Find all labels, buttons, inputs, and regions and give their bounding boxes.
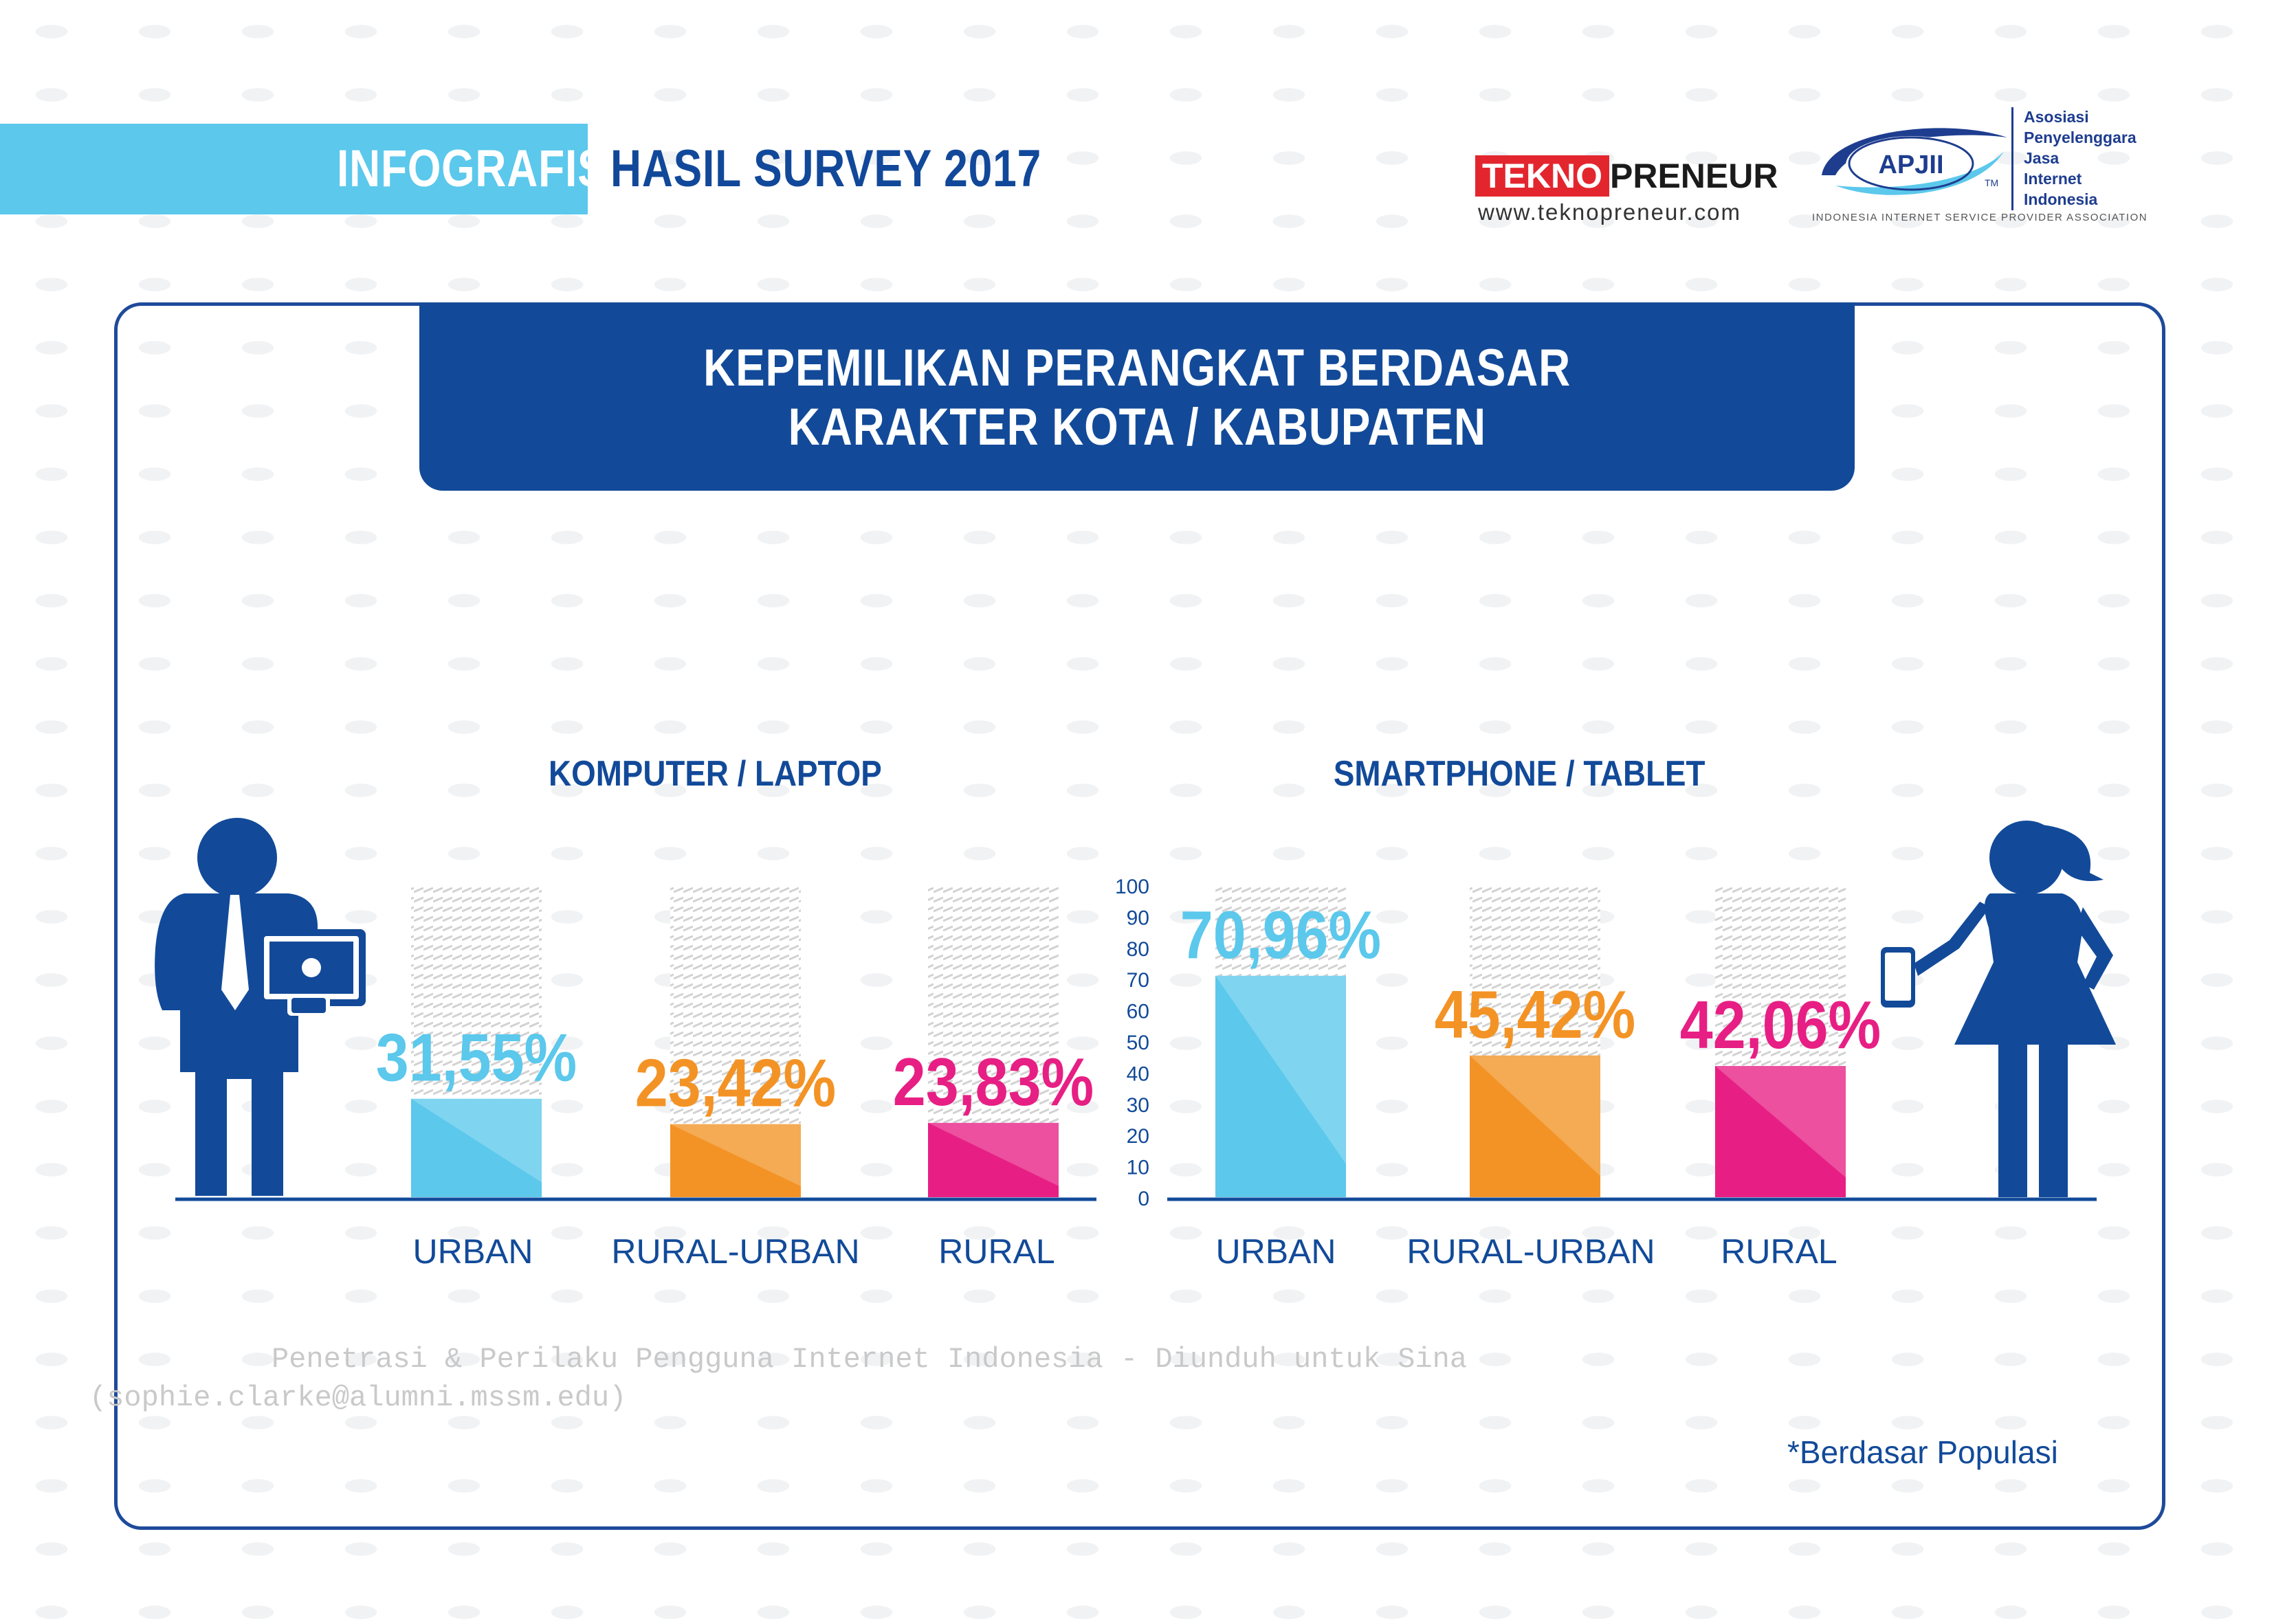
y-axis-tick-label: 60 xyxy=(1127,1001,1149,1023)
y-axis-tick-label: 30 xyxy=(1127,1094,1149,1117)
woman-with-phone-icon xyxy=(1881,821,2116,1197)
y-axis-tick-label: 90 xyxy=(1127,906,1149,929)
category-label: RURAL xyxy=(938,1232,1055,1271)
bar-highlight xyxy=(1715,1066,1846,1178)
bar-highlight xyxy=(1470,1055,1600,1177)
y-axis-tick-label: 10 xyxy=(1127,1157,1149,1179)
header-accent-bar xyxy=(0,124,588,214)
y-axis-tick-label: 0 xyxy=(1138,1188,1149,1210)
category-label: RURAL xyxy=(1721,1232,1837,1271)
bar xyxy=(1215,975,1346,1197)
bar-highlight xyxy=(928,1122,1059,1186)
apjii-name-line: Penyelenggara xyxy=(2024,129,2137,146)
chart-title-komputer: KOMPUTER / LAPTOP xyxy=(548,754,882,794)
teknopreneur-url: www.teknopreneur.com xyxy=(1478,199,1742,225)
teknopreneur-logo-red: TEKNO xyxy=(1475,155,1609,197)
apjii-logo: APJII xyxy=(1822,128,2007,195)
bar-value-label: 45,42% xyxy=(1435,977,1635,1052)
y-axis-tick-label: 40 xyxy=(1127,1063,1149,1085)
bar xyxy=(928,1122,1059,1197)
chart-title-smartphone: SMARTPHONE / TABLET xyxy=(1333,754,1706,794)
man-with-laptop-icon xyxy=(155,818,366,1196)
apjii-name-line: Internet xyxy=(2024,170,2082,188)
apjii-trademark: TM xyxy=(1985,177,1999,188)
category-label: URBAN xyxy=(412,1232,533,1271)
apjii-name: Asosiasi Penyelenggara Jasa Internet Ind… xyxy=(2024,107,2137,210)
bar-highlight xyxy=(670,1124,801,1187)
y-axis-tick-label: 20 xyxy=(1127,1125,1149,1148)
bar xyxy=(411,1098,542,1197)
bar xyxy=(670,1124,801,1197)
bar-value-label: 31,55% xyxy=(376,1020,577,1095)
bar-value-label: 42,06% xyxy=(1680,987,1881,1063)
header-survey-title: HASIL SURVEY 2017 xyxy=(610,140,1042,198)
watermark-line2: (sophie.clarke@alumni.mssm.edu) xyxy=(89,1381,627,1414)
category-label: RURAL-URBAN xyxy=(1406,1232,1655,1271)
apjii-name-line: Jasa xyxy=(2024,149,2060,167)
category-label: RURAL-URBAN xyxy=(611,1232,859,1271)
bar xyxy=(1470,1055,1600,1197)
bar-group: 31,55% URBAN 23,42% RURAL-URBAN 23,83% RURAL 7… xyxy=(376,876,1881,1271)
header-infografis-label: INFOGRAFIS xyxy=(337,140,607,198)
footnote: *Berdasar Populasi xyxy=(1787,1434,2058,1470)
bar-value-label: 23,42% xyxy=(635,1045,836,1120)
category-label: URBAN xyxy=(1215,1232,1336,1271)
page-title-line1: KEPEMILIKAN PERANGKAT BERDASAR xyxy=(703,339,1571,397)
teknopreneur-logo-black: PRENEUR xyxy=(1610,157,1778,195)
watermark-text: Penetrasi & Perilaku Pengguna Internet I… xyxy=(89,1340,1467,1417)
title-banner: KEPEMILIKAN PERANGKAT BERDASAR KARAKTER … xyxy=(419,302,1855,491)
y-axis-tick-label: 80 xyxy=(1127,938,1149,961)
apjii-name-line: Indonesia xyxy=(2024,190,2098,208)
watermark-line1: Penetrasi & Perilaku Pengguna Internet I… xyxy=(272,1343,1468,1376)
apjii-association-label: INDONESIA INTERNET SERVICE PROVIDER ASSO… xyxy=(1812,212,2148,223)
apjii-name-line: Asosiasi xyxy=(2024,108,2089,126)
bar-highlight xyxy=(411,1098,542,1183)
bar-highlight xyxy=(1215,975,1346,1164)
y-axis-tick-label: 100 xyxy=(1115,876,1149,898)
apjii-badge-text: APJII xyxy=(1878,151,1943,179)
y-axis-tick-label: 50 xyxy=(1127,1032,1149,1054)
y-axis-tick-label: 70 xyxy=(1127,969,1149,992)
apjii-divider xyxy=(2011,107,2013,210)
page-title-line2: KARAKTER KOTA / KABUPATEN xyxy=(788,398,1486,456)
bar-value-label: 23,83% xyxy=(893,1044,1094,1120)
bar xyxy=(1715,1066,1846,1197)
bar-value-label: 70,96% xyxy=(1180,897,1381,972)
